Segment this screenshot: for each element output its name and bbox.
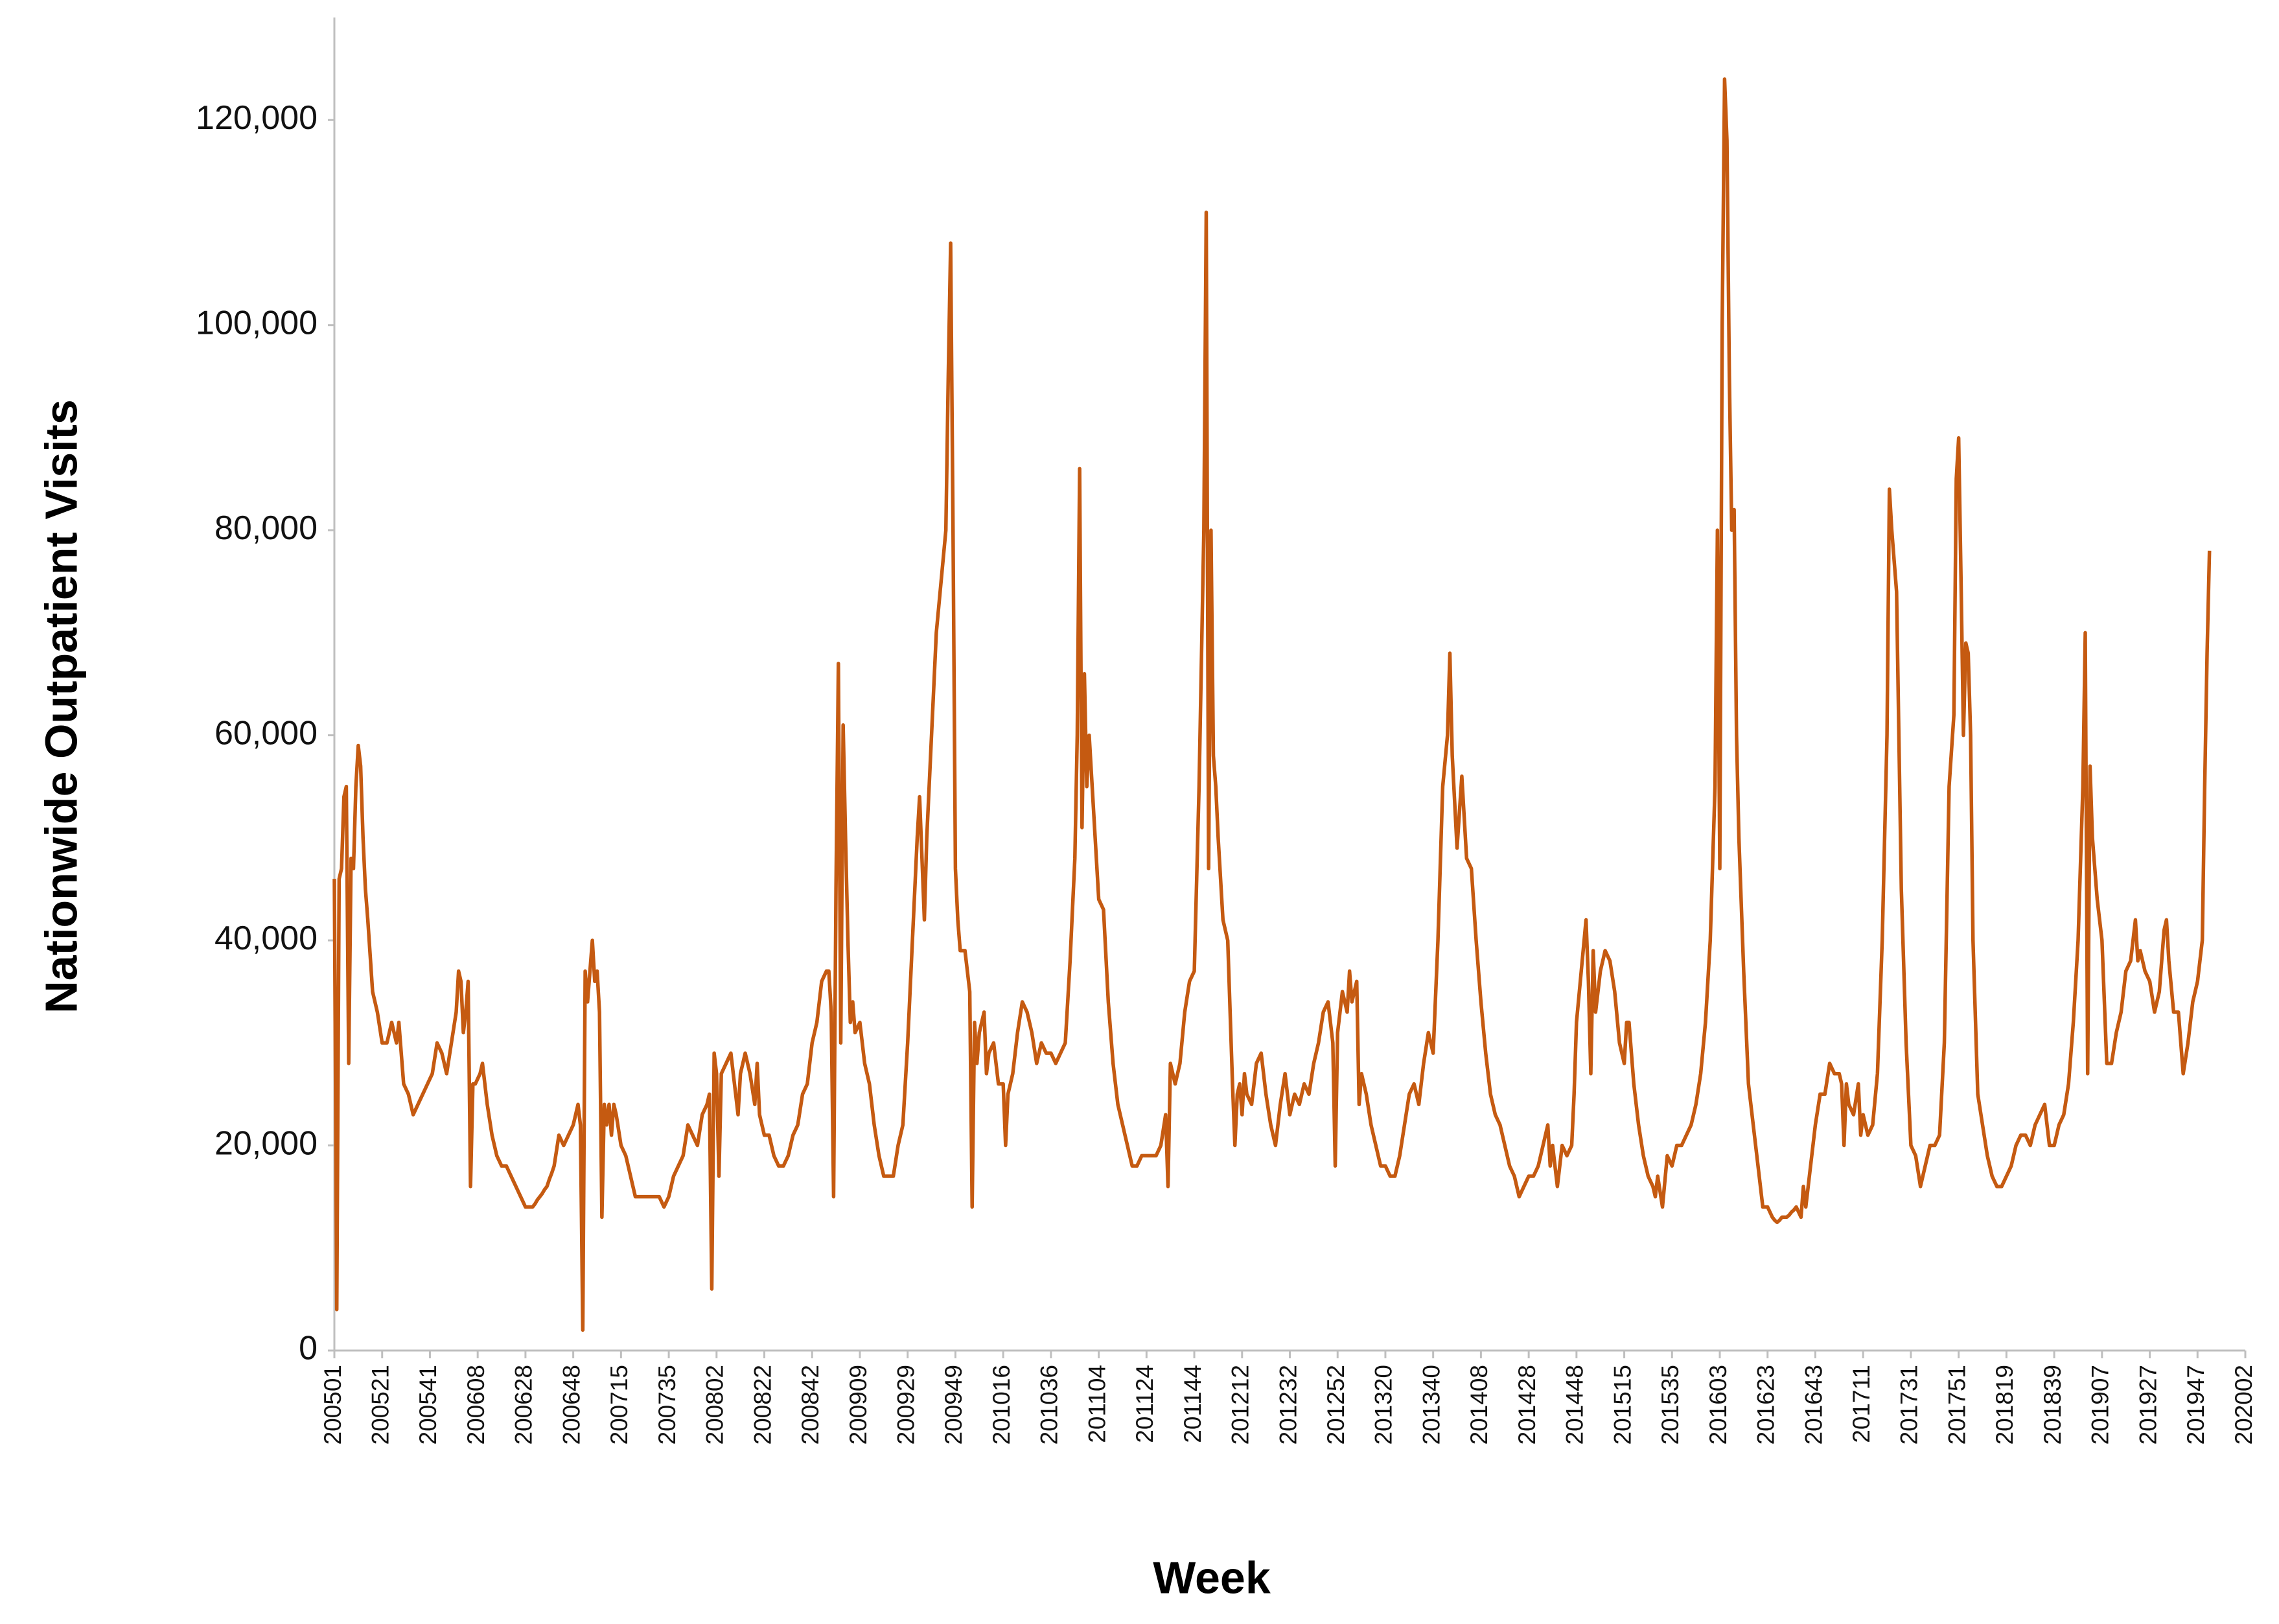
x-tick-label: 200842 bbox=[797, 1365, 824, 1444]
y-tick-label: 60,000 bbox=[214, 714, 318, 752]
x-tick-label: 201448 bbox=[1562, 1365, 1588, 1444]
x-tick-label: 201408 bbox=[1466, 1365, 1492, 1444]
x-tick-label: 200929 bbox=[892, 1365, 919, 1444]
x-tick-label: 201124 bbox=[1131, 1365, 1158, 1443]
x-tick-label: 201839 bbox=[2039, 1365, 2066, 1444]
y-tick-label: 100,000 bbox=[196, 304, 318, 342]
x-tick-label: 201535 bbox=[1657, 1365, 1683, 1444]
x-tick-label: 200521 bbox=[367, 1365, 394, 1444]
x-tick-label: 201340 bbox=[1418, 1365, 1444, 1444]
x-tick-label: 201232 bbox=[1275, 1365, 1301, 1444]
x-tick-label: 200541 bbox=[415, 1365, 441, 1444]
x-tick-label: 201016 bbox=[988, 1365, 1015, 1444]
x-tick-label: 201927 bbox=[2134, 1365, 2161, 1444]
y-tick-label: 80,000 bbox=[214, 509, 318, 547]
x-tick-label: 200648 bbox=[558, 1365, 584, 1444]
x-tick-label: 201603 bbox=[1705, 1365, 1731, 1444]
x-tick-label: 200909 bbox=[845, 1365, 872, 1444]
y-tick-label: 0 bbox=[299, 1330, 318, 1367]
x-tick-label: 200628 bbox=[511, 1365, 537, 1444]
x-tick-label: 200715 bbox=[606, 1365, 632, 1444]
x-tick-label: 201252 bbox=[1323, 1365, 1349, 1444]
x-tick-label: 200949 bbox=[940, 1365, 967, 1444]
x-axis-title: Week bbox=[1153, 1552, 1271, 1603]
x-tick-label: 201711 bbox=[1848, 1365, 1875, 1443]
x-tick-label: 201643 bbox=[1800, 1365, 1827, 1444]
x-tick-label: 200822 bbox=[749, 1365, 776, 1444]
x-tick-label: 201212 bbox=[1227, 1365, 1254, 1444]
x-tick-label: 201104 bbox=[1083, 1365, 1110, 1443]
x-tick-label: 201515 bbox=[1609, 1365, 1636, 1444]
x-tick-label: 201907 bbox=[2087, 1365, 2114, 1444]
x-tick-label: 201144 bbox=[1179, 1365, 1206, 1443]
x-tick-label: 200802 bbox=[702, 1365, 728, 1444]
y-tick-label: 120,000 bbox=[196, 99, 318, 137]
x-tick-label: 201819 bbox=[1991, 1365, 2018, 1444]
x-tick-label: 202002 bbox=[2230, 1365, 2257, 1444]
data-line bbox=[332, 77, 2212, 1332]
x-tick-label: 201623 bbox=[1753, 1365, 1779, 1444]
y-tick-label: 40,000 bbox=[214, 920, 318, 957]
x-tick-label: 200501 bbox=[319, 1365, 346, 1444]
y-tick-label: 20,000 bbox=[214, 1124, 318, 1162]
x-tick-label: 201947 bbox=[2182, 1365, 2209, 1444]
x-tick-label: 200608 bbox=[463, 1365, 489, 1444]
x-tick-label: 200735 bbox=[654, 1365, 680, 1444]
x-tick-label: 201320 bbox=[1371, 1365, 1397, 1444]
x-tick-label: 201731 bbox=[1896, 1365, 1923, 1444]
x-tick-label: 201036 bbox=[1036, 1365, 1063, 1444]
y-axis-title: Nationwide Outpatient Visits bbox=[36, 399, 86, 1014]
x-tick-label: 201751 bbox=[1943, 1365, 1970, 1444]
x-tick-label: 201428 bbox=[1514, 1365, 1540, 1444]
